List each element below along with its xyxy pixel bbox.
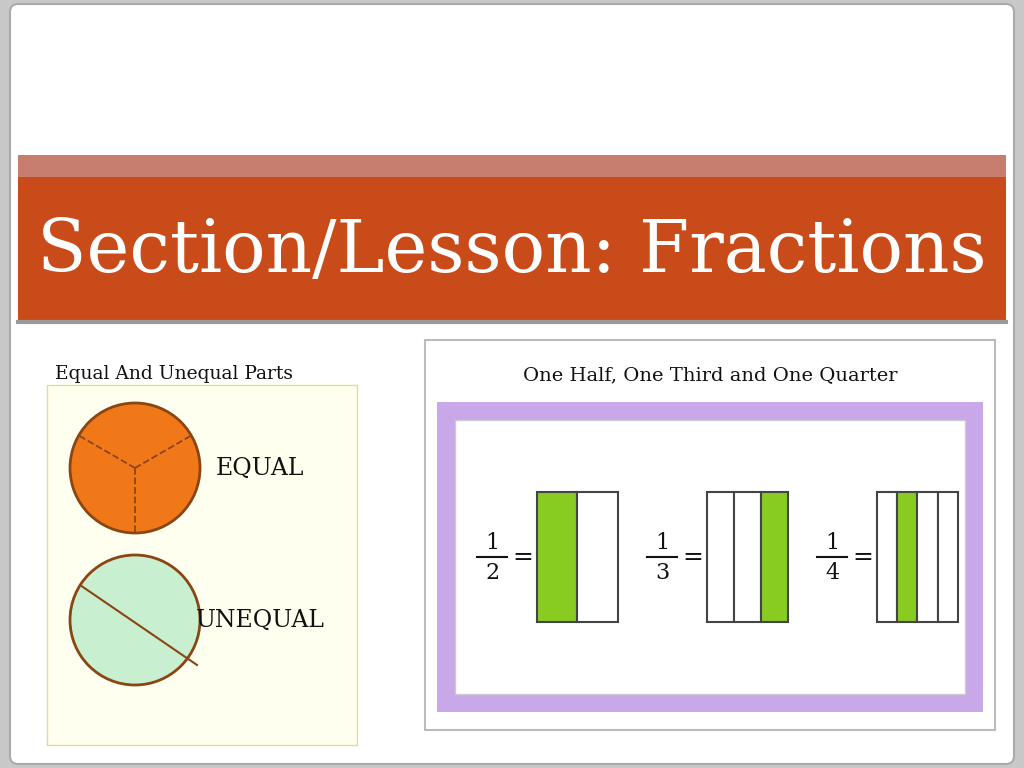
Text: 2: 2 [485, 562, 500, 584]
Circle shape [70, 555, 200, 685]
Text: Equal And Unequal Parts: Equal And Unequal Parts [55, 365, 293, 383]
Bar [761, 492, 788, 622]
Text: One Half, One Third and One Quarter: One Half, One Third and One Quarter [522, 366, 897, 384]
Text: EQUAL: EQUAL [216, 456, 304, 479]
Bar [455, 420, 965, 694]
Bar [437, 402, 983, 712]
Text: 1: 1 [825, 532, 840, 554]
Bar [938, 492, 958, 622]
Bar [918, 492, 938, 622]
Text: =: = [513, 545, 534, 569]
Bar [18, 177, 1006, 322]
Bar [18, 155, 1006, 177]
Bar [897, 492, 918, 622]
Bar [877, 492, 897, 622]
Text: 1: 1 [485, 532, 500, 554]
Text: 4: 4 [825, 562, 840, 584]
Text: Section/Lesson: Fractions: Section/Lesson: Fractions [37, 217, 987, 287]
Text: UNEQUAL: UNEQUAL [196, 608, 325, 631]
Bar [707, 492, 734, 622]
Text: 3: 3 [655, 562, 670, 584]
Text: =: = [683, 545, 703, 569]
Bar [578, 492, 618, 622]
Bar [425, 340, 995, 730]
Text: =: = [853, 545, 873, 569]
Bar [734, 492, 761, 622]
Bar [47, 385, 357, 745]
Circle shape [70, 403, 200, 533]
Bar [537, 492, 578, 622]
FancyBboxPatch shape [10, 4, 1014, 764]
Text: 1: 1 [655, 532, 670, 554]
